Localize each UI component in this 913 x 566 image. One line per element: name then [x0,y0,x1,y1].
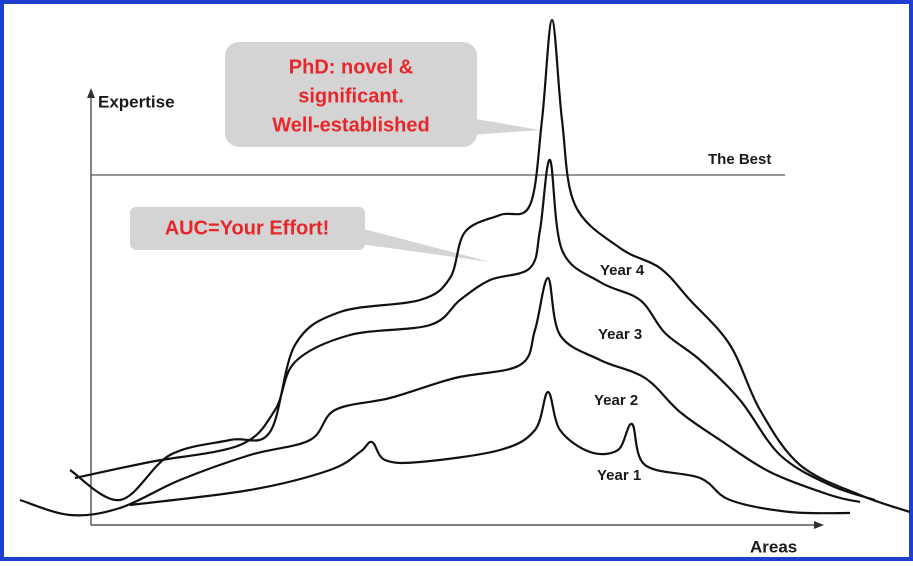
callout-text: AUC=Your Effort! [165,217,330,239]
callout-text: Well-established [272,114,429,136]
y-arrow [87,88,95,98]
callout-box [225,42,477,147]
curve [74,158,876,502]
curve-label: Year 1 [597,467,641,484]
x-axis-label: Areas [750,537,797,556]
curve-label: Year 2 [594,392,638,409]
curves [19,18,911,517]
callout-text: PhD: novel & [289,56,413,78]
curve [19,276,861,517]
curve-label: Year 4 [600,262,645,279]
curve [129,390,851,515]
y-axis-label: Expertise [98,92,175,111]
curve [69,18,911,514]
callout-text: significant. [298,85,404,107]
curve-label: Year 3 [598,326,642,343]
best-label: The Best [708,151,771,168]
callout-box [130,207,365,250]
x-arrow [814,521,824,529]
callout-pointer [470,118,540,135]
callout: PhD: novel & significant. Well-establish… [225,42,540,147]
